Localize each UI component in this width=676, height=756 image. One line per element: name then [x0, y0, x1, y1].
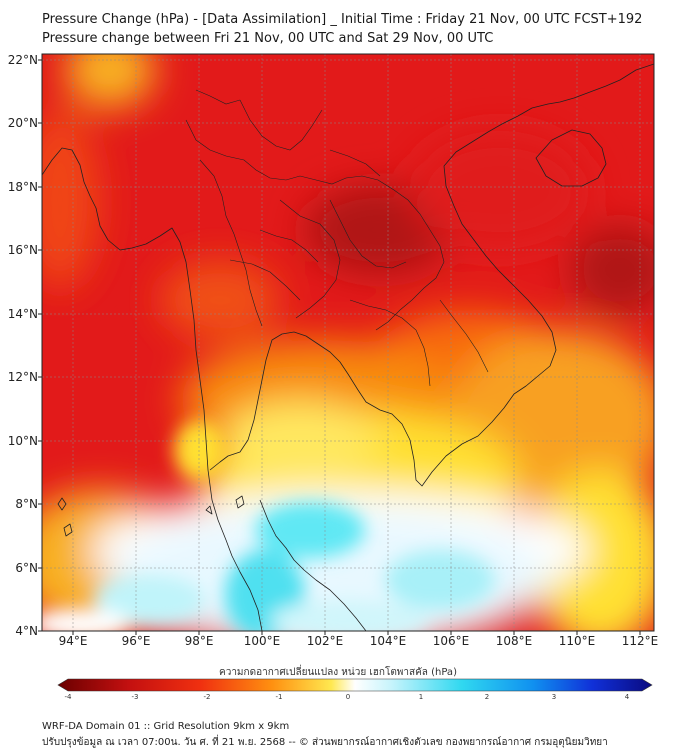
lat-label-18n: 18°N [7, 180, 38, 194]
lat-label-8n: 8°N [15, 497, 38, 511]
colorbar-tick-minus3: -3 [131, 693, 139, 701]
lat-label-12n: 12°N [7, 370, 38, 384]
graticule [42, 54, 654, 631]
pressure-change-map [38, 53, 655, 635]
coastlines [42, 63, 654, 631]
colorbar-tick-0: 0 [345, 693, 351, 701]
colorbar-tick-minus2: -2 [203, 693, 211, 701]
colorbar-tick-1: 1 [418, 693, 424, 701]
footer-model-info: WRF-DA Domain 01 :: Grid Resolution 9km … [42, 721, 290, 732]
map-title: Pressure Change (hPa) - [Data Assimilati… [42, 12, 643, 27]
lat-label-4n: 4°N [15, 624, 38, 638]
lon-label-94e: 94°E [58, 634, 88, 648]
lon-label-102e: 102°E [306, 634, 344, 648]
colorbar-tick-3: 3 [551, 693, 557, 701]
axis-ticks [38, 59, 641, 635]
lon-label-96e: 96°E [121, 634, 151, 648]
lat-label-16n: 16°N [7, 243, 38, 257]
lon-label-108e: 108°E [495, 634, 533, 648]
colorbar-tick-minus1: -1 [275, 693, 283, 701]
map-subtitle: Pressure change between Fri 21 Nov, 00 U… [42, 31, 494, 46]
colorbar-tick-2: 2 [484, 693, 490, 701]
lat-label-14n: 14°N [7, 307, 38, 321]
lat-label-10n: 10°N [7, 434, 38, 448]
lat-label-20n: 20°N [7, 116, 38, 130]
footer-update-credit: ปรับปรุงข้อมูล ณ เวลา 07:00น. วัน ศ. ที่… [42, 737, 608, 748]
lon-label-104e: 104°E [369, 634, 407, 648]
colorbar-tick-4: 4 [624, 693, 630, 701]
lon-label-98e: 98°E [184, 634, 214, 648]
colorbar-tick-minus4: -4 [64, 693, 72, 701]
lat-label-22n: 22°N [7, 53, 38, 67]
border-lines [185, 89, 489, 387]
lon-label-106e: 106°E [432, 634, 470, 648]
lon-label-100e: 100°E [243, 634, 281, 648]
colorbar [57, 678, 653, 692]
lon-label-112e: 112°E [621, 634, 659, 648]
colorbar-gradient [57, 678, 653, 692]
lat-label-6n: 6°N [15, 561, 38, 575]
lon-label-110e: 110°E [558, 634, 596, 648]
colorbar-title: ความกดอากาศเปลี่ยนแปลง หน่วย เฮกโตพาสคัล… [219, 667, 457, 678]
pressure-field [42, 54, 654, 631]
